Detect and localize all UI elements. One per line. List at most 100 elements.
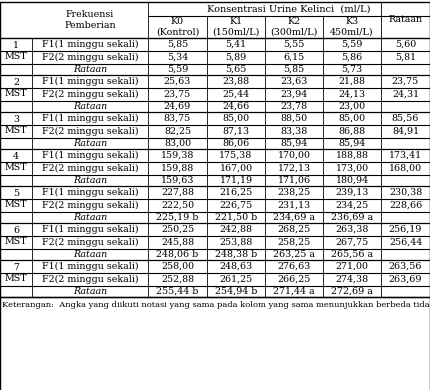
Text: Rataan: Rataan: [73, 287, 107, 296]
Text: 252,88: 252,88: [161, 275, 194, 284]
Text: 3
MST: 3 MST: [5, 115, 28, 135]
Text: 248,38 b: 248,38 b: [215, 250, 257, 259]
Text: F1(1 minggu sekali): F1(1 minggu sekali): [42, 151, 138, 160]
Text: 159,63: 159,63: [161, 176, 194, 185]
Text: 4
MST: 4 MST: [5, 152, 28, 172]
Text: 221,50 b: 221,50 b: [215, 213, 257, 222]
Text: 225,19 b: 225,19 b: [157, 213, 199, 222]
Text: F2(2 minggu sekali): F2(2 minggu sekali): [42, 164, 138, 173]
Text: 2
MST: 2 MST: [5, 78, 28, 98]
Text: 25,63: 25,63: [164, 77, 191, 86]
Text: 245,88: 245,88: [161, 238, 194, 247]
Text: F2(2 minggu sekali): F2(2 minggu sekali): [42, 201, 138, 210]
Text: F1(1 minggu sekali): F1(1 minggu sekali): [42, 188, 138, 197]
Text: 272,69 a: 272,69 a: [331, 287, 373, 296]
Text: 266,25: 266,25: [277, 275, 311, 284]
Text: 5,73: 5,73: [341, 65, 362, 74]
Text: 168,00: 168,00: [389, 164, 422, 173]
Text: 248,06 b: 248,06 b: [157, 250, 199, 259]
Text: 274,38: 274,38: [335, 275, 369, 284]
Text: 5,89: 5,89: [225, 53, 247, 62]
Text: 5,85: 5,85: [167, 40, 188, 49]
Text: 231,13: 231,13: [277, 201, 310, 210]
Text: 5,34: 5,34: [167, 53, 188, 62]
Text: 188,88: 188,88: [335, 151, 369, 160]
Text: 83,38: 83,38: [280, 127, 307, 136]
Text: 23,75: 23,75: [392, 77, 419, 86]
Text: 159,38: 159,38: [161, 151, 194, 160]
Text: 5,59: 5,59: [167, 65, 188, 74]
Text: 222,50: 222,50: [161, 201, 194, 210]
Text: 6,15: 6,15: [283, 53, 304, 62]
Text: 234,69 a: 234,69 a: [273, 213, 315, 222]
Text: 173,00: 173,00: [335, 164, 369, 173]
Text: 248,63: 248,63: [219, 262, 253, 271]
Text: 159,88: 159,88: [161, 164, 194, 173]
Text: 86,88: 86,88: [338, 127, 366, 136]
Text: K0
(Kontrol): K0 (Kontrol): [156, 17, 199, 37]
Text: Keterangan:  Angka yang diikuti notasi yang sama pada kolom yang sama menunjukka: Keterangan: Angka yang diikuti notasi ya…: [2, 301, 430, 309]
Text: 258,25: 258,25: [277, 238, 310, 247]
Text: 258,00: 258,00: [161, 262, 194, 271]
Text: 85,94: 85,94: [280, 139, 307, 148]
Text: K2
(300ml/L): K2 (300ml/L): [270, 17, 318, 37]
Text: 263,56: 263,56: [389, 262, 422, 271]
Text: 268,25: 268,25: [277, 225, 310, 234]
Text: Rataan: Rataan: [73, 139, 107, 148]
Text: 85,00: 85,00: [222, 114, 249, 123]
Text: 234,25: 234,25: [335, 201, 369, 210]
Text: F1(1 minggu sekali): F1(1 minggu sekali): [42, 114, 138, 123]
Text: F1(1 minggu sekali): F1(1 minggu sekali): [42, 262, 138, 271]
Text: 25,44: 25,44: [222, 90, 249, 99]
Text: Konsentrasi Urine Kelinci  (ml/L): Konsentrasi Urine Kelinci (ml/L): [207, 5, 371, 14]
Text: F1(1 minggu sekali): F1(1 minggu sekali): [42, 77, 138, 86]
Text: 23,63: 23,63: [280, 77, 308, 86]
Text: 250,25: 250,25: [161, 225, 194, 234]
Text: 170,00: 170,00: [277, 151, 310, 160]
Text: 242,88: 242,88: [219, 225, 252, 234]
Text: 236,69 a: 236,69 a: [331, 213, 373, 222]
Text: 256,44: 256,44: [389, 238, 422, 247]
Text: F2(2 minggu sekali): F2(2 minggu sekali): [42, 90, 138, 99]
Text: 23,88: 23,88: [222, 77, 249, 86]
Text: 5,86: 5,86: [341, 53, 362, 62]
Text: 171,19: 171,19: [219, 176, 252, 185]
Text: 256,19: 256,19: [389, 225, 422, 234]
Text: 83,75: 83,75: [164, 114, 191, 123]
Text: F2(2 minggu sekali): F2(2 minggu sekali): [42, 127, 138, 136]
Text: Rataan: Rataan: [73, 213, 107, 222]
Text: 239,13: 239,13: [335, 188, 369, 197]
Text: 5,59: 5,59: [341, 40, 362, 49]
Text: 5,65: 5,65: [225, 65, 247, 74]
Text: 175,38: 175,38: [219, 151, 253, 160]
Text: 85,00: 85,00: [338, 114, 366, 123]
Text: 24,69: 24,69: [164, 102, 191, 111]
Text: F2(2 minggu sekali): F2(2 minggu sekali): [42, 53, 138, 62]
Text: 265,56 a: 265,56 a: [331, 250, 373, 259]
Text: K1
(150ml/L): K1 (150ml/L): [212, 17, 260, 37]
Text: Rataan: Rataan: [388, 16, 423, 25]
Text: F2(2 minggu sekali): F2(2 minggu sekali): [42, 238, 138, 247]
Text: 276,63: 276,63: [277, 262, 311, 271]
Text: 85,94: 85,94: [338, 139, 366, 148]
Text: Rataan: Rataan: [73, 250, 107, 259]
Text: 230,38: 230,38: [389, 188, 422, 197]
Text: 261,25: 261,25: [219, 275, 253, 284]
Text: F1(1 minggu sekali): F1(1 minggu sekali): [42, 40, 138, 49]
Text: 85,56: 85,56: [392, 114, 419, 123]
Text: 172,13: 172,13: [277, 164, 310, 173]
Text: 255,44 b: 255,44 b: [157, 287, 199, 296]
Text: Frekuensi
Pemberian: Frekuensi Pemberian: [64, 10, 116, 30]
Text: 254,94 b: 254,94 b: [215, 287, 257, 296]
Text: 86,06: 86,06: [222, 139, 250, 148]
Text: 6
MST: 6 MST: [5, 226, 28, 246]
Text: 167,00: 167,00: [219, 164, 252, 173]
Text: 82,25: 82,25: [164, 127, 191, 136]
Text: 24,31: 24,31: [392, 90, 419, 99]
Text: 171,06: 171,06: [277, 176, 310, 185]
Text: 267,75: 267,75: [335, 238, 369, 247]
Text: 5,41: 5,41: [225, 40, 246, 49]
Text: 228,66: 228,66: [389, 201, 422, 210]
Text: Rataan: Rataan: [73, 65, 107, 74]
Text: 263,38: 263,38: [335, 225, 369, 234]
